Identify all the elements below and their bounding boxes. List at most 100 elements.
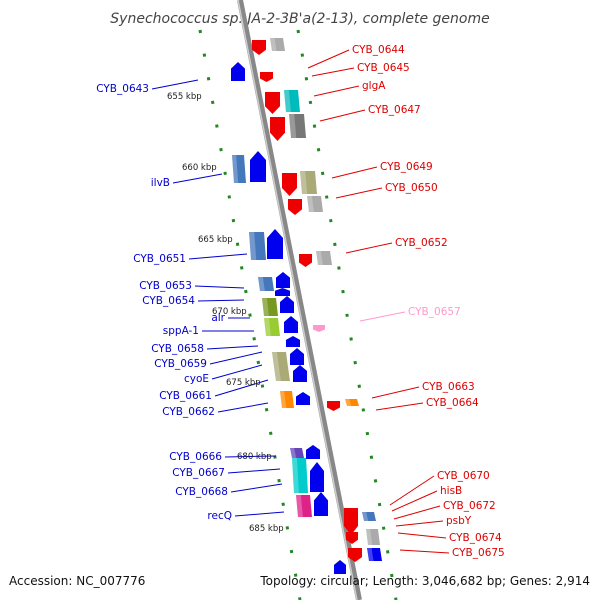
gene-cyb-0668-arrow bbox=[314, 492, 328, 516]
leader-line bbox=[234, 511, 285, 517]
leader-line bbox=[311, 67, 355, 77]
gene-recq-arrow bbox=[334, 560, 346, 574]
gene-cyb-0672-block-fill bbox=[366, 529, 380, 545]
gene-label-cyb-0659: CYB_0659 bbox=[154, 358, 207, 370]
leader-line bbox=[335, 187, 383, 199]
gene-label-cyb-0672: CYB_0672 bbox=[443, 500, 496, 512]
gene-cyb-0644-block-fill bbox=[270, 38, 285, 51]
gene-cyb-0649-block-fill bbox=[300, 171, 317, 194]
gene-cyoe-block bbox=[274, 367, 290, 381]
gene-cyb-0666-block-shine bbox=[290, 448, 297, 458]
gene-cyb-0653-block bbox=[258, 277, 274, 291]
gene-label-cyb-0658: CYB_0658 bbox=[151, 343, 204, 355]
gene-label-cyb-0661: CYB_0661 bbox=[159, 390, 212, 402]
leader-line bbox=[375, 402, 424, 411]
gene-ilvb-block bbox=[232, 155, 246, 183]
gene-glga-block-fill bbox=[284, 90, 300, 112]
gene-sppa-1-block-shine bbox=[264, 318, 271, 336]
gene-cyb-0649-block bbox=[300, 171, 317, 194]
gene-cyb-0650-arrow bbox=[288, 199, 302, 215]
kbp-tick-label: 655 kbp bbox=[167, 92, 202, 102]
leader-line bbox=[211, 364, 263, 380]
gene-cyb-0643-arrow bbox=[231, 62, 245, 81]
gene-cyoe-block-fill bbox=[274, 367, 290, 381]
gene-cyoe-block-shine bbox=[274, 367, 281, 381]
gene-cyb-0670-block-shine bbox=[362, 512, 369, 521]
gene-cyb-0649-block-shine bbox=[300, 171, 308, 194]
gene-cyb-0651-block-shine bbox=[249, 232, 257, 260]
gene-label-cyb-0668: CYB_0668 bbox=[175, 486, 228, 498]
leader-line bbox=[331, 166, 378, 179]
leader-line bbox=[172, 173, 223, 184]
gene-cyb-0652-arrow bbox=[299, 254, 312, 267]
gene-cyb-0659-arrow bbox=[290, 348, 304, 365]
gene-cyb-0657-arrow bbox=[313, 325, 325, 332]
leader-line bbox=[194, 285, 245, 289]
gene-cyb-0675-block bbox=[367, 548, 382, 561]
gene-cyb-0664-block bbox=[345, 399, 359, 406]
leader-line bbox=[359, 311, 406, 322]
gene-alr-block-shine bbox=[262, 298, 269, 316]
leader-line bbox=[313, 85, 360, 97]
gene-cyb-0659-block-shine bbox=[272, 352, 279, 367]
gene-cyb-0650-block-fill bbox=[307, 196, 323, 212]
gene-cyb-0650-block bbox=[307, 196, 323, 212]
gene-alr-block-fill bbox=[262, 298, 278, 316]
genome-spine bbox=[237, 0, 362, 600]
gene-cyb-0662-block bbox=[280, 391, 294, 408]
gene-label-cyb-0645: CYB_0645 bbox=[357, 62, 410, 74]
gene-cyb-0659-block-fill bbox=[272, 352, 288, 367]
gene-cyb-0664-block-fill bbox=[345, 399, 359, 406]
kbp-tick-label: 675 kbp bbox=[226, 378, 261, 388]
gene-cyb-0653-block-shine bbox=[258, 277, 265, 291]
gene-cyb-0675-block-fill bbox=[367, 548, 382, 561]
leader-line bbox=[217, 402, 269, 413]
kbp-tick-label: 665 kbp bbox=[198, 235, 233, 245]
gene-hisb-arrow bbox=[344, 508, 358, 535]
leader-line bbox=[395, 520, 444, 527]
gene-cyb-0662-block-fill bbox=[280, 391, 294, 408]
gene-cyb-0650-block-shine bbox=[307, 196, 314, 212]
gene-label-glga: glgA bbox=[362, 80, 386, 92]
leader-line bbox=[371, 386, 420, 399]
gene-label-cyb-0643: CYB_0643 bbox=[96, 83, 149, 95]
gene-ilvb-block-fill bbox=[232, 155, 246, 183]
gene-cyb-0647-block-fill bbox=[289, 114, 306, 138]
gene-label-cyb-0644: CYB_0644 bbox=[352, 44, 405, 56]
gene-psby-arrow bbox=[346, 532, 358, 544]
gene-cyb-0647-block bbox=[289, 114, 306, 138]
gene-cyb-0663-arrow bbox=[327, 401, 340, 411]
gene-cyb-0667-block-fill bbox=[292, 458, 308, 493]
leader-line bbox=[224, 455, 277, 458]
leader-line bbox=[389, 475, 435, 506]
gene-label-alr: alr bbox=[211, 312, 225, 324]
kbp-tick-label: 670 kbp bbox=[212, 307, 247, 317]
gene-label-cyb-0664: CYB_0664 bbox=[426, 397, 479, 409]
gene-label-cyb-0649: CYB_0649 bbox=[380, 161, 433, 173]
gene-alr-block bbox=[262, 298, 278, 316]
gene-label-cyb-0651: CYB_0651 bbox=[133, 253, 186, 265]
gene-sppa-1-block-fill bbox=[264, 318, 280, 336]
gene-cyb-0647-arrow bbox=[270, 117, 285, 141]
gene-cyb-0644-arrow bbox=[252, 40, 266, 55]
leader-line bbox=[230, 483, 283, 493]
right-strand-axis bbox=[296, 29, 398, 600]
map-title: Synechococcus sp. JA-2-3B'a(2-13), compl… bbox=[110, 11, 489, 27]
kbp-tick-label: 660 kbp bbox=[182, 163, 217, 173]
leader-line bbox=[319, 109, 366, 122]
gene-glga-block-shine bbox=[284, 90, 291, 112]
gene-label-cyb-0675: CYB_0675 bbox=[452, 547, 505, 559]
gene-alr-arrow bbox=[280, 296, 294, 313]
leader-line bbox=[399, 549, 450, 554]
gene-cyb-0666-block-fill bbox=[290, 448, 304, 458]
leader-line bbox=[214, 379, 269, 397]
gene-cyb-0664-block-shine bbox=[345, 399, 352, 406]
gene-cyb-0644-block bbox=[270, 38, 285, 51]
gene-ilvb-arrow bbox=[250, 151, 266, 182]
gene-cyb-0651-block bbox=[249, 232, 266, 260]
gene-cyb-0672-block-shine bbox=[366, 529, 373, 545]
gene-cyoe-arrow bbox=[293, 365, 307, 382]
gene-cyb-0649-arrow bbox=[282, 173, 297, 196]
leader-line bbox=[393, 505, 441, 520]
gene-label-psby: psbY bbox=[446, 515, 472, 527]
